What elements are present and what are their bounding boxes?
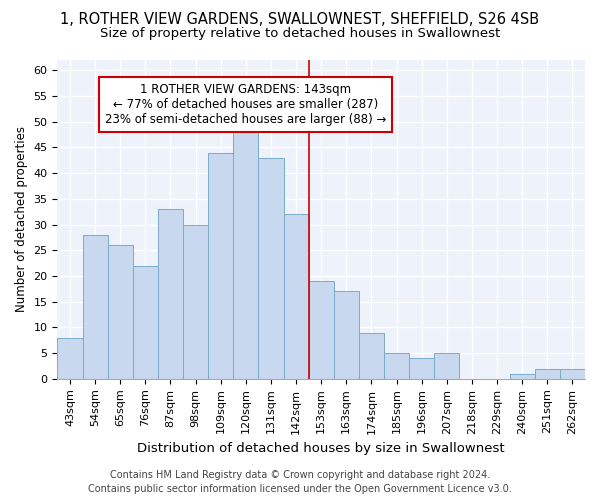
Bar (434, 353, 460, 379)
Bar (58, 338, 83, 379)
Bar (183, 224, 208, 379)
Y-axis label: Number of detached properties: Number of detached properties (15, 126, 28, 312)
Bar (334, 292, 359, 379)
Bar (259, 158, 284, 379)
Bar (535, 368, 560, 379)
Text: Size of property relative to detached houses in Swallownest: Size of property relative to detached ho… (100, 28, 500, 40)
Bar (208, 152, 233, 379)
Bar (158, 209, 183, 379)
Text: Contains HM Land Registry data © Crown copyright and database right 2024.
Contai: Contains HM Land Registry data © Crown c… (88, 470, 512, 494)
Text: 1, ROTHER VIEW GARDENS, SWALLOWNEST, SHEFFIELD, S26 4SB: 1, ROTHER VIEW GARDENS, SWALLOWNEST, SHE… (61, 12, 539, 28)
Bar (83, 235, 107, 379)
Bar (384, 353, 409, 379)
Bar (409, 358, 434, 379)
Bar (133, 266, 158, 379)
Text: 1 ROTHER VIEW GARDENS: 143sqm
← 77% of detached houses are smaller (287)
23% of : 1 ROTHER VIEW GARDENS: 143sqm ← 77% of d… (105, 83, 386, 126)
Bar (107, 245, 133, 379)
Bar (359, 332, 384, 379)
X-axis label: Distribution of detached houses by size in Swallownest: Distribution of detached houses by size … (137, 442, 505, 455)
Bar (233, 132, 259, 379)
Bar (509, 374, 535, 379)
Bar (560, 368, 585, 379)
Bar (284, 214, 308, 379)
Bar (308, 281, 334, 379)
